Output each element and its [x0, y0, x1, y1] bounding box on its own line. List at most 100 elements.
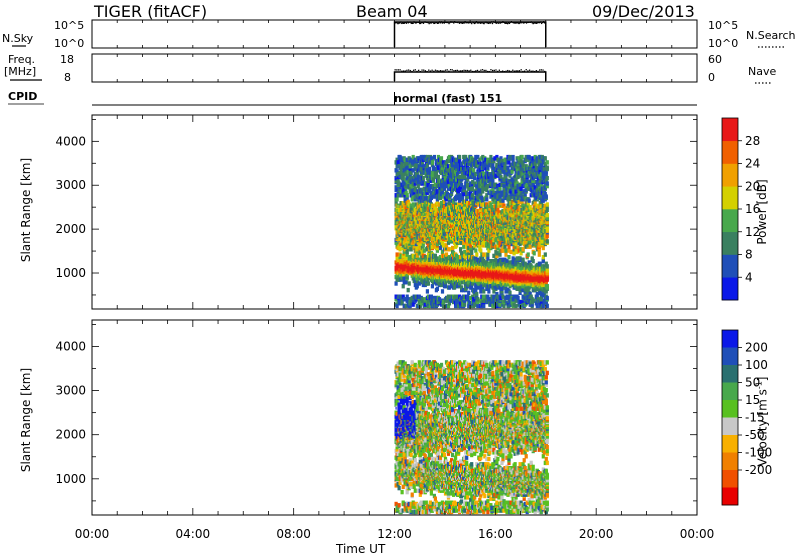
nave-dot — [403, 70, 404, 71]
power-cell — [498, 187, 501, 191]
nave-dot — [450, 69, 451, 70]
nave-dot — [473, 71, 474, 72]
power-cell — [447, 247, 450, 251]
nsearch-dot — [509, 23, 510, 24]
nave-dot — [468, 70, 469, 71]
nave-dot — [421, 69, 422, 70]
power-cell — [474, 248, 477, 252]
nave-dot — [416, 71, 417, 72]
nave-dot — [453, 70, 454, 71]
nave-dot — [494, 70, 495, 71]
nsearch-dot — [498, 23, 499, 24]
nave-dot — [544, 71, 545, 72]
nave-dot — [519, 70, 520, 71]
nave-dot — [445, 70, 446, 71]
nave-dot — [527, 70, 528, 71]
nave-dot — [413, 70, 414, 71]
power-cell — [397, 193, 400, 197]
nave-dot — [532, 70, 533, 71]
power-cell — [395, 281, 398, 285]
power-cell — [441, 289, 444, 293]
nsearch-dot — [410, 21, 411, 22]
power-cell — [460, 251, 463, 255]
nave-dot — [537, 71, 538, 72]
nave-dot — [455, 70, 456, 71]
nave-dot — [406, 70, 407, 71]
power-cell — [455, 295, 458, 299]
nsearch-dot — [476, 21, 477, 22]
nsearch-dot — [498, 21, 499, 22]
power-cell — [406, 193, 409, 197]
power-cell — [441, 191, 444, 195]
power-cell — [498, 252, 501, 256]
nave-dot — [426, 71, 427, 72]
power-cell — [459, 247, 462, 251]
nave-dot — [517, 70, 518, 71]
power-cell — [426, 289, 429, 293]
nave-dot — [502, 70, 503, 71]
power-cell — [412, 202, 415, 206]
nave-dot — [458, 70, 459, 71]
power-cell — [502, 184, 505, 188]
nave-dot — [423, 69, 424, 70]
nave-dot — [500, 71, 501, 72]
power-cell — [492, 254, 495, 258]
power-cell — [427, 281, 430, 285]
nave-dot — [463, 70, 464, 71]
power-cell — [495, 251, 498, 255]
nave-dot — [443, 70, 444, 71]
nave-dot — [442, 70, 443, 71]
nave-dot — [512, 70, 513, 71]
power-cell — [438, 297, 441, 301]
nave-dot — [396, 69, 397, 70]
nave-dot — [492, 70, 493, 71]
nave-dot — [539, 69, 540, 70]
power-cell — [453, 285, 456, 289]
nave-dot — [411, 71, 412, 72]
power-cell — [463, 175, 466, 179]
power-cell — [462, 245, 465, 249]
power-cell — [402, 176, 405, 180]
nsearch-dot — [543, 21, 544, 22]
nave-dot — [440, 70, 441, 71]
power-cell — [414, 187, 417, 191]
nave-dot — [536, 70, 537, 71]
nave-dot — [457, 70, 458, 71]
power-cell — [432, 166, 435, 170]
nave-dot — [435, 70, 436, 71]
power-cell — [451, 246, 454, 250]
nave-dot — [408, 69, 409, 70]
nsearch-dot — [441, 21, 442, 22]
nave-dot — [452, 69, 453, 70]
nsearch-dot — [471, 23, 472, 24]
nave-dot — [415, 69, 416, 70]
power-cell — [396, 197, 399, 201]
power-cell — [502, 304, 505, 308]
power-cell — [422, 243, 425, 247]
nave-dot — [395, 69, 396, 70]
nsearch-dot — [412, 23, 413, 24]
power-cell — [456, 255, 459, 259]
nave-dot — [405, 70, 406, 71]
power-cell — [405, 280, 408, 284]
nave-dot — [437, 70, 438, 71]
power-cell — [472, 168, 475, 172]
nave-dot — [425, 70, 426, 71]
nsearch-dot — [540, 21, 541, 22]
nave-dot — [447, 69, 448, 70]
nsearch-dot — [406, 23, 407, 24]
power-cell — [499, 175, 502, 179]
nsearch-dot — [492, 23, 493, 24]
nave-dot — [542, 69, 543, 70]
nave-dot — [516, 70, 517, 71]
nave-dot — [504, 71, 505, 72]
power-cell — [467, 291, 470, 295]
nsearch-dot — [438, 22, 439, 23]
power-cell — [430, 156, 433, 160]
power-cell — [473, 176, 476, 180]
power-cell — [475, 252, 478, 256]
power-cell — [428, 167, 431, 171]
nave-dot — [400, 69, 401, 70]
power-cell — [445, 252, 448, 256]
nave-dot — [541, 69, 542, 70]
